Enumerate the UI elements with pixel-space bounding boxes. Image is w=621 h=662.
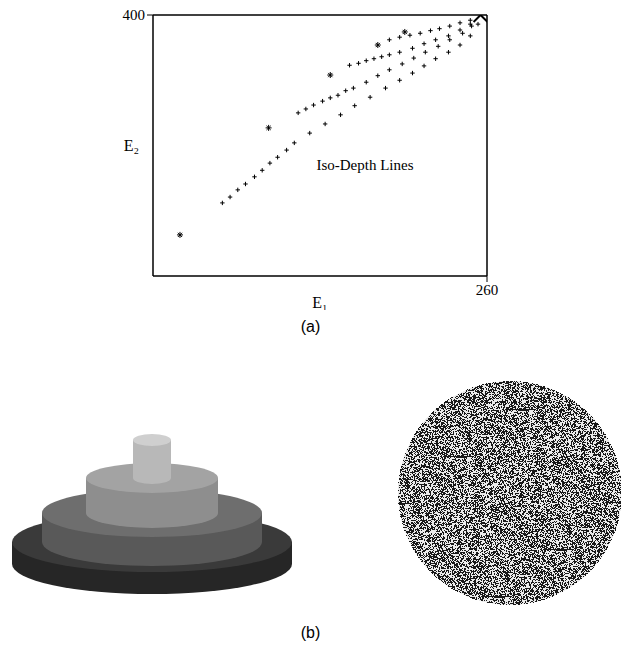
html-text:(a): (a) bbox=[300, 318, 321, 335]
svg-text:400: 400 bbox=[123, 7, 146, 23]
svg-text:E₂: E₂ bbox=[124, 137, 139, 154]
svg-text:E₁: E₁ bbox=[312, 294, 327, 310]
svg-text:260: 260 bbox=[476, 282, 499, 298]
html-text:(b): (b) bbox=[300, 624, 321, 641]
svg-text:Iso-Depth Lines: Iso-Depth Lines bbox=[316, 157, 413, 173]
